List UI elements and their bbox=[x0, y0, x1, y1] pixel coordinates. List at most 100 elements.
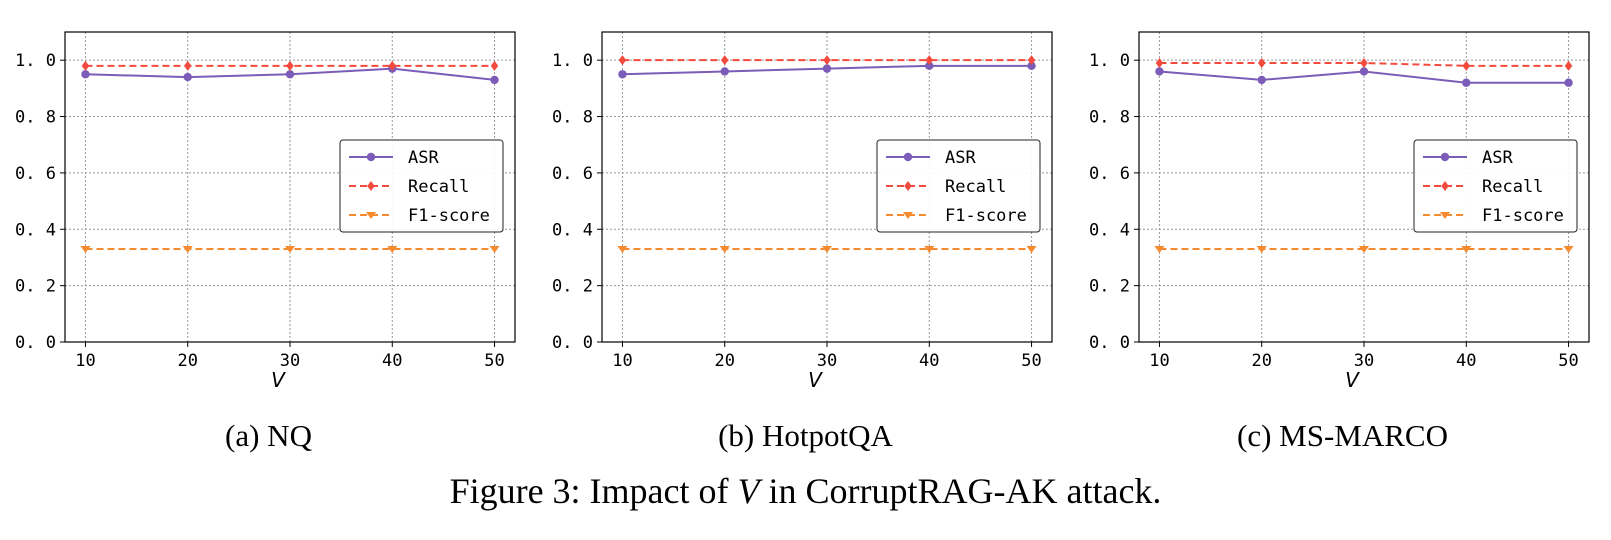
series-recall bbox=[81, 60, 499, 71]
legend-box bbox=[876, 139, 1041, 233]
figure-caption-suffix: in CorruptRAG-AK attack. bbox=[759, 471, 1162, 511]
x-tick-label: 30 bbox=[817, 351, 837, 371]
legend-label-f1-score: F1-score bbox=[1482, 206, 1564, 226]
data-point-f1-score bbox=[80, 246, 91, 253]
series-f1-score bbox=[617, 246, 1037, 253]
data-point-recall bbox=[1462, 60, 1471, 71]
data-point-recall bbox=[1155, 58, 1164, 68]
y-tick-label: 0. 8 bbox=[15, 108, 56, 128]
legend-label-recall: Recall bbox=[945, 177, 1006, 197]
data-point-recall bbox=[618, 55, 627, 66]
x-tick-label: 20 bbox=[177, 351, 197, 371]
y-tick-label: 0. 0 bbox=[1089, 333, 1130, 353]
y-tick-label: 1. 0 bbox=[15, 51, 56, 71]
x-axis-label: V bbox=[271, 368, 286, 392]
y-tick-label: 0. 0 bbox=[552, 333, 593, 353]
data-point-f1-score bbox=[1359, 246, 1369, 253]
subcaption-msmarco: (c) MS-MARCO bbox=[1237, 418, 1448, 453]
y-tick-label: 0. 8 bbox=[1089, 108, 1130, 128]
data-point-asr bbox=[1564, 78, 1573, 87]
data-point-recall bbox=[1360, 58, 1368, 68]
legend-label-asr: ASR bbox=[945, 148, 976, 168]
x-axis-label: V bbox=[1345, 368, 1360, 392]
data-point-recall bbox=[183, 60, 192, 71]
y-tick-label: 0. 6 bbox=[15, 164, 56, 184]
x-tick-label: 40 bbox=[1456, 351, 1476, 371]
y-tick-label: 0. 4 bbox=[552, 220, 593, 240]
legend-marker-f1-score bbox=[366, 212, 376, 219]
series-recall bbox=[1155, 58, 1573, 71]
legend-marker-f1-score bbox=[1440, 212, 1450, 219]
data-point-recall bbox=[1257, 58, 1266, 68]
data-point-asr bbox=[720, 67, 729, 76]
figure-caption-variable: V bbox=[737, 471, 760, 511]
data-point-recall bbox=[1564, 60, 1573, 71]
data-point-f1-score bbox=[182, 246, 193, 253]
data-point-asr bbox=[1155, 67, 1164, 76]
data-point-recall bbox=[925, 55, 934, 66]
panel-msmarco: 0. 0 0. 2 0. 4 0. 6 0. 8 1. 0 10 20 30 40 50 V ASR Re… bbox=[1074, 0, 1611, 453]
series-recall bbox=[618, 55, 1036, 66]
legend-marker-asr bbox=[903, 152, 913, 162]
y-tick-label: 0. 0 bbox=[15, 333, 56, 353]
data-point-f1-score bbox=[1461, 246, 1472, 253]
data-point-asr bbox=[618, 70, 627, 79]
subcaption-nq: (a) NQ bbox=[225, 418, 312, 453]
legend-marker-recall bbox=[904, 181, 912, 191]
data-point-f1-score bbox=[285, 246, 295, 253]
y-tick-label: 0. 8 bbox=[552, 108, 593, 128]
data-point-f1-score bbox=[617, 246, 628, 253]
subcaption-hotpotqa: (b) HotpotQA bbox=[718, 418, 893, 453]
y-tick-label: 0. 6 bbox=[1089, 164, 1130, 184]
legend-marker-recall bbox=[367, 181, 375, 191]
data-point-asr bbox=[1027, 61, 1036, 71]
data-point-recall bbox=[286, 60, 294, 71]
series-f1-score bbox=[80, 246, 500, 253]
data-point-asr bbox=[81, 70, 90, 79]
data-point-f1-score bbox=[1154, 246, 1165, 253]
y-tick-label: 0. 2 bbox=[15, 277, 56, 297]
x-axis-label: V bbox=[808, 368, 823, 392]
data-point-asr bbox=[1462, 78, 1471, 87]
legend-box bbox=[339, 139, 504, 233]
data-point-f1-score bbox=[822, 246, 832, 253]
chart-nq: 0. 0 0. 2 0. 4 0. 6 0. 8 1. 0 10 20 30 40 50 V ASR Re… bbox=[15, 31, 516, 392]
data-point-asr bbox=[183, 72, 192, 82]
data-point-asr bbox=[925, 61, 934, 71]
x-tick-label: 30 bbox=[280, 351, 300, 371]
data-point-asr bbox=[1257, 75, 1266, 85]
x-tick-label: 30 bbox=[1354, 351, 1374, 371]
y-tick-label: 0. 4 bbox=[1089, 220, 1130, 240]
data-point-recall bbox=[1027, 55, 1036, 66]
legend-label-recall: Recall bbox=[1482, 177, 1543, 197]
panel-hotpotqa: 0. 0 0. 2 0. 4 0. 6 0. 8 1. 0 10 20 30 40 50 V ASR Re… bbox=[537, 0, 1074, 453]
data-point-asr bbox=[822, 64, 832, 73]
legend: ASR Recall F1-score bbox=[339, 139, 504, 233]
legend-label-recall: Recall bbox=[408, 177, 469, 197]
legend: ASR Recall F1-score bbox=[876, 139, 1041, 233]
y-tick-label: 1. 0 bbox=[1089, 51, 1130, 71]
data-point-f1-score bbox=[924, 246, 935, 253]
y-tick-label: 0. 2 bbox=[552, 277, 593, 297]
data-point-recall bbox=[81, 60, 90, 71]
legend-box bbox=[1413, 139, 1578, 233]
chart-msmarco: 0. 0 0. 2 0. 4 0. 6 0. 8 1. 0 10 20 30 40 50 V ASR Re… bbox=[1089, 31, 1590, 392]
x-tick-label: 10 bbox=[1149, 351, 1169, 371]
legend-label-asr: ASR bbox=[408, 148, 439, 168]
x-tick-label: 20 bbox=[1251, 351, 1271, 371]
x-tick-label: 10 bbox=[612, 351, 632, 371]
x-tick-label: 50 bbox=[1558, 351, 1578, 371]
data-point-recall bbox=[720, 55, 729, 66]
y-tick-label: 1. 0 bbox=[552, 51, 593, 71]
figure-caption: Figure 3: Impact of V in CorruptRAG-AK a… bbox=[0, 470, 1611, 512]
x-tick-label: 40 bbox=[919, 351, 939, 371]
legend-marker-asr bbox=[1440, 152, 1450, 162]
x-tick-label: 10 bbox=[75, 351, 95, 371]
data-point-recall bbox=[823, 55, 831, 66]
data-point-asr bbox=[285, 70, 295, 79]
x-tick-label: 50 bbox=[1021, 351, 1041, 371]
legend: ASR Recall F1-score bbox=[1413, 139, 1578, 233]
series-f1-score bbox=[1154, 246, 1574, 253]
x-tick-label: 40 bbox=[382, 351, 402, 371]
